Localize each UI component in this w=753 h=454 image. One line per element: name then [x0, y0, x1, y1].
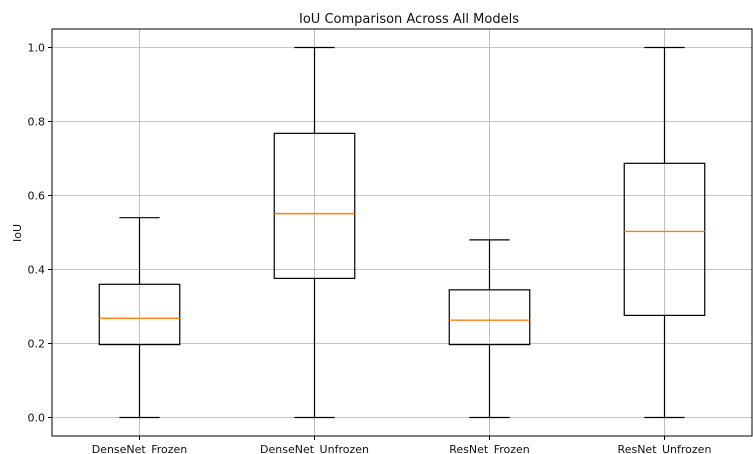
- y-tick-label: 1.0: [28, 42, 46, 55]
- y-tick-label: 0.2: [28, 338, 46, 351]
- iqr-box: [273, 132, 356, 279]
- chart-title: IoU Comparison Across All Models: [299, 12, 519, 27]
- x-tick-label: DenseNet_Frozen: [92, 443, 188, 454]
- y-tick-label: 0.6: [28, 190, 46, 203]
- y-tick-label: 0.8: [28, 116, 46, 129]
- y-axis-label: IoU: [11, 224, 24, 242]
- grid-layer: [52, 29, 752, 436]
- iqr-box: [98, 283, 181, 346]
- y-tick-label: 0.0: [28, 412, 46, 425]
- x-tick-label: ResNet_Frozen: [449, 443, 530, 454]
- x-tick-label: DenseNet_Unfrozen: [260, 443, 369, 454]
- box-group: [98, 217, 181, 419]
- x-tick-label: ResNet_Unfrozen: [618, 443, 712, 454]
- box-group: [448, 239, 531, 419]
- iqr-box: [623, 162, 706, 316]
- y-tick-label: 0.4: [28, 264, 46, 277]
- box-group: [623, 46, 706, 419]
- plot-frame: [51, 28, 753, 437]
- iqr-box: [448, 289, 531, 346]
- axis-layer: 0.0 0.2 0.4 0.6 0.8 1.0 DenseNet_Frozen DenseNe…: [28, 28, 753, 454]
- box-group: [273, 46, 356, 419]
- box-layer: [98, 46, 706, 419]
